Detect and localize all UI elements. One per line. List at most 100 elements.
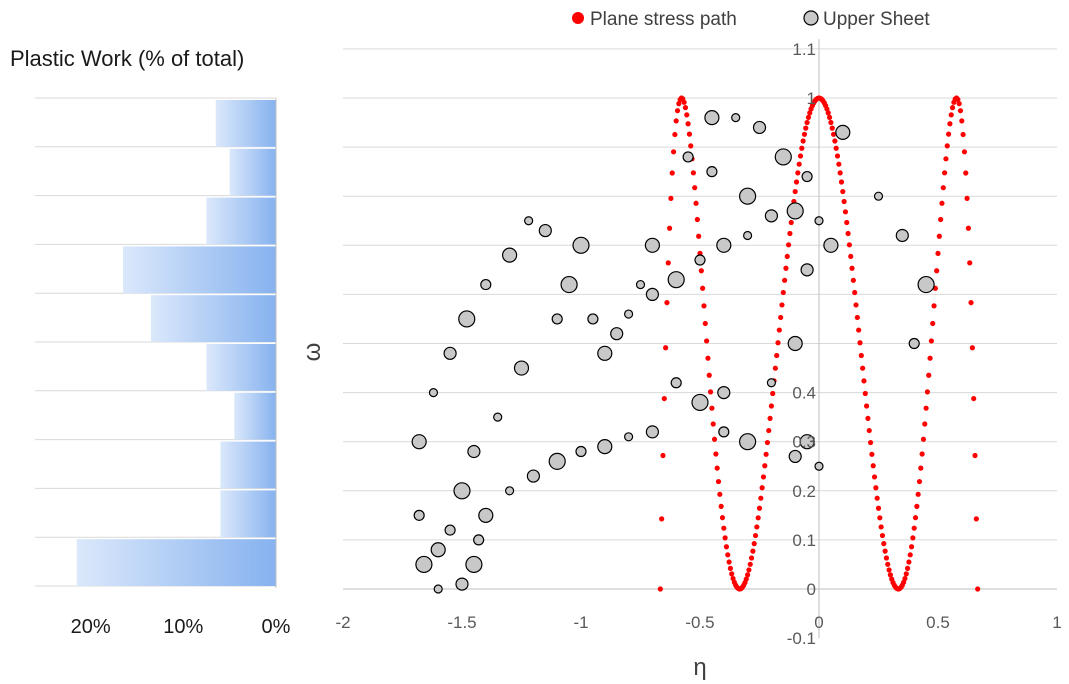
plane-stress-point xyxy=(828,119,834,126)
upper-sheet-point xyxy=(786,202,804,220)
upper-sheet-point xyxy=(718,426,730,438)
plane-stress-point xyxy=(836,161,842,167)
plane-stress-point xyxy=(838,179,845,185)
plane-stress-point xyxy=(700,285,706,291)
plane-stress-point xyxy=(849,265,855,271)
plastic-work-bar xyxy=(215,100,276,147)
plane-stress-point xyxy=(797,153,804,159)
plane-stress-point xyxy=(834,153,841,159)
plane-stress-point xyxy=(748,555,755,561)
plane-stress-point xyxy=(829,125,835,131)
plane-stress-point xyxy=(723,544,730,550)
plane-stress-point xyxy=(717,491,723,497)
upper-sheet-point xyxy=(694,254,706,266)
plane-stress-point xyxy=(935,250,941,256)
plane-stress-point xyxy=(865,415,871,421)
plane-stress-point xyxy=(796,161,802,167)
x-tick-label: -0.5 xyxy=(685,613,714,632)
plane-stress-point xyxy=(926,372,932,378)
plane-stress-point xyxy=(969,345,975,351)
plane-stress-point xyxy=(673,118,679,124)
upper-sheet-point xyxy=(645,287,660,301)
plane-stress-point xyxy=(936,233,942,239)
upper-sheet-point xyxy=(823,237,839,253)
plane-stress-point xyxy=(928,338,934,344)
plane-stress-point xyxy=(910,535,916,541)
plane-stress-point xyxy=(698,268,704,274)
plastic-work-bar xyxy=(229,148,276,196)
y-tick-label: 0.3 xyxy=(792,433,816,452)
plane-stress-point xyxy=(957,108,964,114)
plane-stress-point xyxy=(860,365,866,371)
y-tick-label: 0.1 xyxy=(792,531,816,550)
plane-stress-point xyxy=(795,170,801,176)
upper-sheet-point xyxy=(764,209,779,223)
upper-sheet-point xyxy=(513,360,530,376)
plane-stress-point xyxy=(672,131,678,138)
upper-sheet-point xyxy=(597,439,613,455)
plane-stress-point xyxy=(747,561,753,567)
plane-stress-point xyxy=(968,300,974,306)
plane-stress-point xyxy=(869,451,875,457)
plane-stress-point xyxy=(832,138,838,144)
upper-sheet-point xyxy=(682,151,694,163)
upper-sheet-point xyxy=(774,148,792,166)
upper-sheet-point xyxy=(623,432,634,442)
plane-stress-point xyxy=(882,548,888,554)
upper-sheet-point xyxy=(433,584,443,594)
upper-sheet-point xyxy=(788,449,802,464)
plane-stress-point xyxy=(710,421,716,427)
upper-sheet-point xyxy=(814,461,824,471)
plane-stress-point xyxy=(670,149,677,155)
plane-stress-point xyxy=(719,515,726,521)
plane-stress-point xyxy=(943,156,949,162)
plane-stress-point xyxy=(801,131,808,137)
plane-stress-point xyxy=(858,352,864,359)
plane-stress-point xyxy=(707,389,714,395)
plane-stress-point xyxy=(842,209,849,215)
plane-stress-point xyxy=(754,524,760,530)
plane-stress-point xyxy=(903,571,909,577)
plane-stress-point xyxy=(793,179,800,185)
plane-stress-point xyxy=(824,106,830,112)
plastic-work-bar xyxy=(206,344,276,391)
y-tick-label: -0.1 xyxy=(787,629,816,648)
plane-stress-point xyxy=(784,253,790,260)
plane-stress-point xyxy=(964,195,970,201)
upper-sheet-point xyxy=(623,309,634,319)
plane-stress-point xyxy=(856,327,862,333)
plane-stress-point xyxy=(914,503,920,509)
upper-sheet-point xyxy=(458,310,476,328)
plane-stress-point xyxy=(718,503,724,509)
plane-stress-point xyxy=(854,314,860,321)
upper-sheet-point xyxy=(548,452,566,470)
upper-sheet-point xyxy=(738,187,757,205)
plane-stress-point xyxy=(807,110,813,116)
plane-stress-point xyxy=(768,403,775,409)
legend-marker-plane-stress xyxy=(572,12,584,24)
plane-stress-point xyxy=(942,170,948,176)
plane-stress-point xyxy=(881,541,887,547)
plane-stress-point xyxy=(752,532,759,539)
upper-sheet-point xyxy=(717,386,731,400)
plane-stress-point xyxy=(659,516,665,522)
plane-stress-point xyxy=(873,485,879,491)
plane-stress-point xyxy=(665,260,671,266)
plane-stress-point xyxy=(684,112,690,118)
upper-sheet-point xyxy=(644,237,661,253)
plane-stress-point xyxy=(931,303,937,309)
plane-stress-point xyxy=(660,452,666,459)
y-axis-title: ω xyxy=(299,343,326,362)
x-tick-label: -1 xyxy=(573,613,588,632)
plane-stress-point xyxy=(879,532,886,539)
upper-sheet-point xyxy=(801,170,813,183)
plastic-work-bar xyxy=(220,490,276,538)
plane-stress-point xyxy=(778,314,784,321)
plane-stress-point xyxy=(908,544,915,550)
upper-sheet-point xyxy=(480,278,492,291)
upper-sheet-point xyxy=(413,509,425,521)
plane-stress-point xyxy=(666,225,673,231)
plane-stress-point xyxy=(694,216,700,223)
x-tick-label: 0.5 xyxy=(926,613,950,632)
plane-stress-point xyxy=(837,170,843,176)
